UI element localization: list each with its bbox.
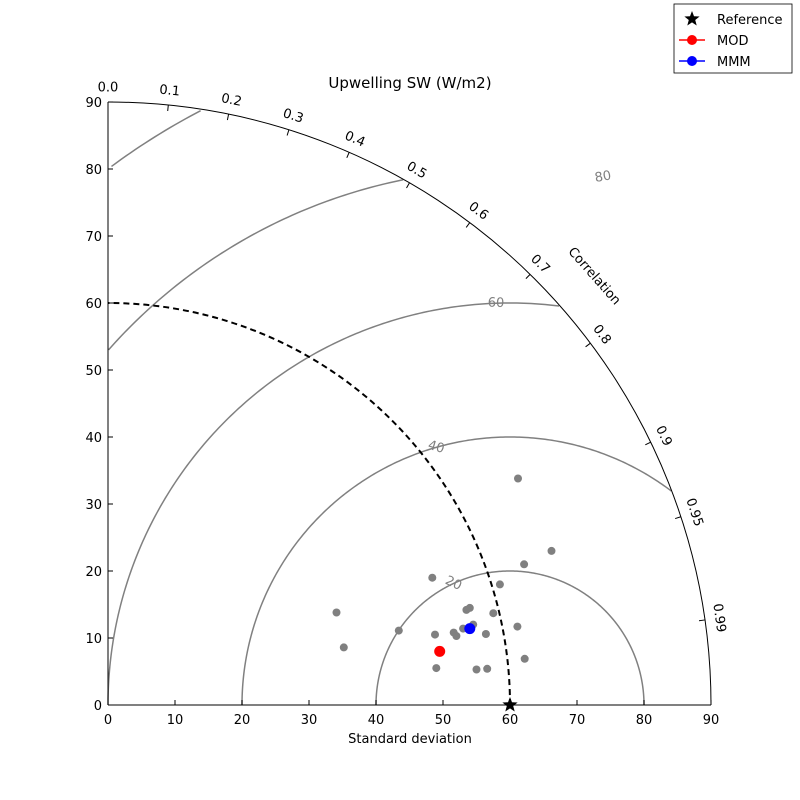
corr-tick-mark [698,619,706,622]
corr-tick-label: 0.2 [220,91,243,110]
corr-tick-label: 0.95 [682,496,705,528]
reference-star [502,697,518,712]
y-tick-label: 70 [85,230,102,245]
y-tick-label: 90 [85,96,102,111]
rms-contour-20 [375,570,645,706]
corr-tick-mark [465,222,471,228]
legend-label: MOD [717,34,748,49]
y-tick-label: 80 [85,163,102,178]
rms-label-80: 80 [594,168,613,186]
model-point [495,580,504,589]
legend-marker-icon [687,35,697,45]
x-tick-label: 30 [301,713,318,728]
model-point [483,664,492,673]
model-point [547,546,556,555]
rms-contours: 20406080100 [107,96,800,706]
corr-tick-label: 0.99 [709,603,728,634]
rms-label-20: 20 [443,573,464,594]
x-tick-label: 40 [368,713,385,728]
x-tick-label: 80 [636,713,653,728]
corr-tick-mark [406,182,410,189]
legend-star-icon [684,11,700,26]
y-tick-label: 20 [85,565,102,580]
legend-label: MMM [717,55,751,70]
corr-tick-mark [525,274,531,280]
x-tick-label: 0 [104,713,112,728]
model-point [472,665,481,674]
corr-tick-label: 0.3 [281,106,305,127]
corr-tick-mark [585,342,591,348]
outer-arc [107,101,712,706]
corr-tick-mark [226,114,230,121]
rms-label-40: 40 [426,438,446,457]
corr-tick-mark [645,441,651,446]
model-point [431,630,439,639]
y-tick-label: 0 [94,699,102,714]
correlation-axis-label: Correlation [565,245,624,309]
y-tick-label: 40 [85,431,102,446]
model-point [432,664,441,673]
corr-tick-mark [167,104,169,112]
model-point [465,603,474,612]
x-tick-label: 60 [502,713,519,728]
mmm-point [464,623,476,635]
x-tick-label: 20 [234,713,251,728]
rms-contour-60 [107,302,560,706]
model-point [394,626,403,635]
corr-tick-label: 0.1 [159,83,181,100]
rms-contour-80 [108,179,404,351]
y-tick-label: 30 [85,498,102,513]
model-point [514,474,522,483]
x-tick-label: 50 [435,713,452,728]
model-point [452,632,461,640]
mod-point [434,645,446,657]
corr-tick-label: 0.7 [527,252,552,277]
model-point [489,609,498,618]
x-tick-label: 90 [703,713,720,728]
model-point [428,573,437,582]
legend-marker-icon [687,56,697,66]
model-point [520,654,529,663]
corr-tick-mark [346,152,350,159]
corr-tick-label: 0.6 [465,199,491,223]
data-points [332,474,556,712]
corr-tick-mark [286,129,290,136]
legend: Reference MOD MMM [673,3,793,74]
corr-tick-label: 0.0 [98,81,119,96]
rms-contour-100 [111,110,201,168]
y-tick-label: 10 [85,632,102,647]
model-point [339,643,348,652]
model-point [481,630,490,638]
corr-tick-mark [674,516,682,520]
y-tick-label: 60 [85,297,102,312]
chart-title: Upwelling SW (W/m2) [328,74,491,92]
x-tick-label: 70 [569,713,586,728]
x-tick-label: 10 [167,713,184,728]
std-axis-ticks: 00 10 10 20 20 30 30 40 40 50 50 60 60 70 70 80 80 90 90 [85,96,719,728]
rms-contour-40 [241,436,672,706]
corr-tick-label: 0.4 [342,128,367,150]
x-axis-label: Standard deviation [348,732,472,747]
y-tick-label: 50 [85,364,102,379]
rms-label-60: 60 [487,295,504,311]
model-point [520,560,529,569]
corr-tick-label: 0.8 [589,322,613,348]
model-point [513,622,522,631]
corr-tick-label: 0.5 [404,159,429,182]
diagram-frame [107,101,712,706]
correlation-axis-ticks: 0.0 0.1 0.2 0.3 0.4 0.5 0.6 0.7 0.8 0.9 0.95 0.99 [98,81,729,634]
legend-label: Reference [717,13,782,28]
reference-std-arc [107,302,511,706]
model-point [332,608,341,617]
corr-tick-label: 0.9 [652,424,675,449]
